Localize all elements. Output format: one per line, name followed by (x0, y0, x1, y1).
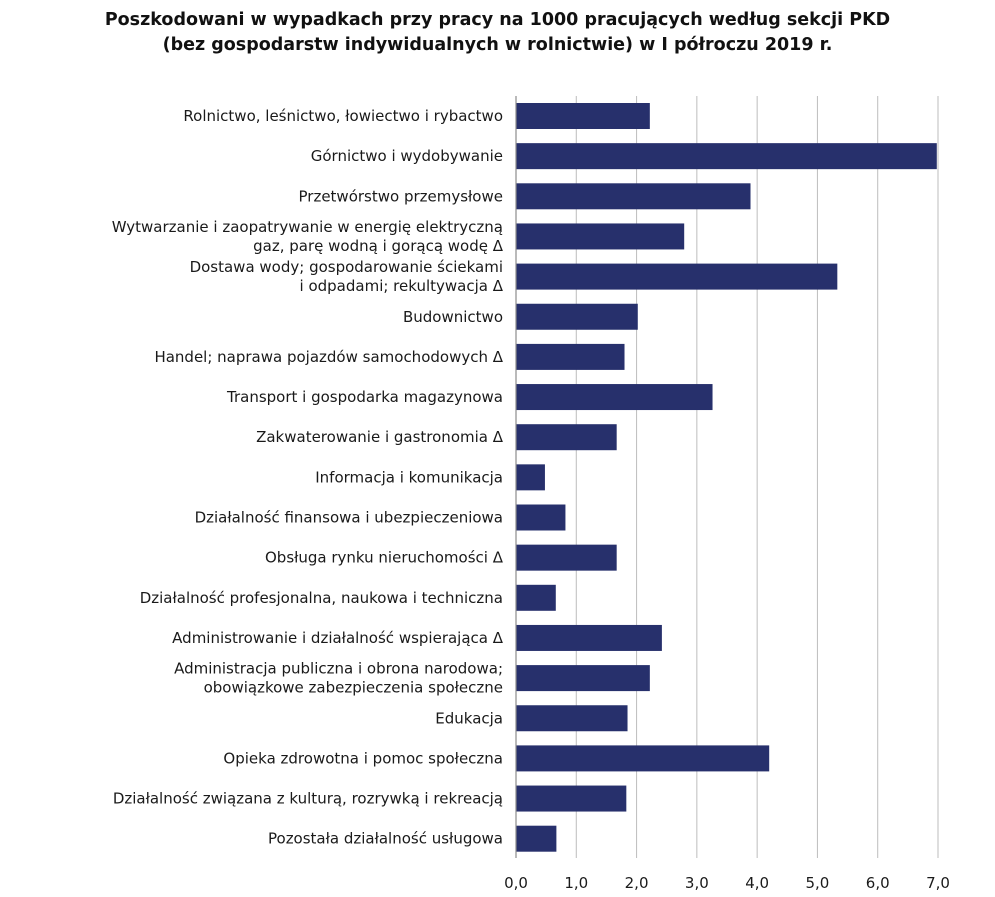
category-label: Budownictwo (403, 308, 503, 326)
bar (516, 263, 838, 290)
x-tick-label: 6,0 (866, 874, 890, 892)
category-label: Zakwaterowanie i gastronomia Δ (256, 428, 504, 446)
category-label: Informacja i komunikacja (315, 468, 503, 486)
bar (516, 103, 650, 129)
x-tick-label: 3,0 (685, 874, 709, 892)
category-label: obowiązkowe zabezpieczenia społeczne (204, 679, 503, 697)
bar (516, 825, 557, 852)
category-label: Transport i gospodarka magazynowa (226, 388, 503, 406)
bar (516, 544, 617, 571)
gridlines (575, 96, 939, 858)
category-label: Administrowanie i działalność wspierając… (172, 629, 504, 647)
category-labels: Rolnictwo, leśnictwo, łowiectwo i rybact… (112, 107, 504, 848)
category-label: Górnictwo i wydobywanie (311, 147, 503, 165)
x-axis-ticks: 0,0 1,0 2,0 3,0 4,0 5,0 6,0 7,0 (504, 874, 950, 892)
bar (516, 384, 713, 411)
chart-title-line-2: (bez gospodarstw indywidualnych w rolnic… (162, 35, 833, 55)
x-tick-label: 5,0 (805, 874, 829, 892)
x-tick-label: 2,0 (625, 874, 649, 892)
x-tick-label: 1,0 (564, 874, 588, 892)
category-label: Pozostała działalność usługowa (268, 830, 503, 848)
category-label: Rolnictwo, leśnictwo, łowiectwo i rybact… (183, 107, 503, 125)
chart-title: Poszkodowani w wypadkach przy pracy na 1… (0, 8, 995, 58)
bar (516, 504, 566, 531)
category-label: Działalność profesjonalna, naukowa i tec… (140, 589, 503, 607)
bars (516, 103, 937, 852)
bar (516, 745, 770, 772)
category-label: gaz, parę wodną i gorącą wodę Δ (253, 237, 504, 255)
x-tick-label: 7,0 (926, 874, 950, 892)
bar (516, 665, 650, 692)
bar (516, 303, 638, 330)
category-label: Administracja publiczna i obrona narodow… (174, 660, 503, 678)
bar (516, 785, 627, 812)
category-label: Działalność związana z kulturą, rozrywką… (113, 790, 503, 808)
category-label: Wytwarzanie i zaopatrywanie w energię el… (112, 218, 503, 236)
bar (516, 143, 937, 170)
category-label: Działalność finansowa i ubezpieczeniowa (195, 509, 503, 527)
x-tick-label: 0,0 (504, 874, 528, 892)
bar (516, 584, 556, 611)
bar (516, 183, 751, 210)
bar (516, 343, 625, 370)
bar (516, 424, 617, 451)
category-label: Opieka zdrowotna i pomoc społeczna (223, 749, 503, 767)
category-label: Dostawa wody; gospodarowanie ściekami (190, 258, 503, 276)
category-label: Obsługa rynku nieruchomości Δ (265, 549, 504, 567)
bar (516, 223, 685, 250)
chart-title-line-1: Poszkodowani w wypadkach przy pracy na 1… (104, 10, 891, 30)
category-label: Przetwórstwo przemysłowe (299, 187, 504, 205)
category-label: Edukacja (435, 709, 503, 727)
x-tick-label: 4,0 (745, 874, 769, 892)
category-label: i odpadami; rekultywacja Δ (300, 277, 504, 295)
bar (516, 705, 628, 732)
bar (516, 624, 662, 651)
category-label: Handel; naprawa pojazdów samochodowych Δ (154, 348, 503, 366)
bar (516, 464, 545, 491)
